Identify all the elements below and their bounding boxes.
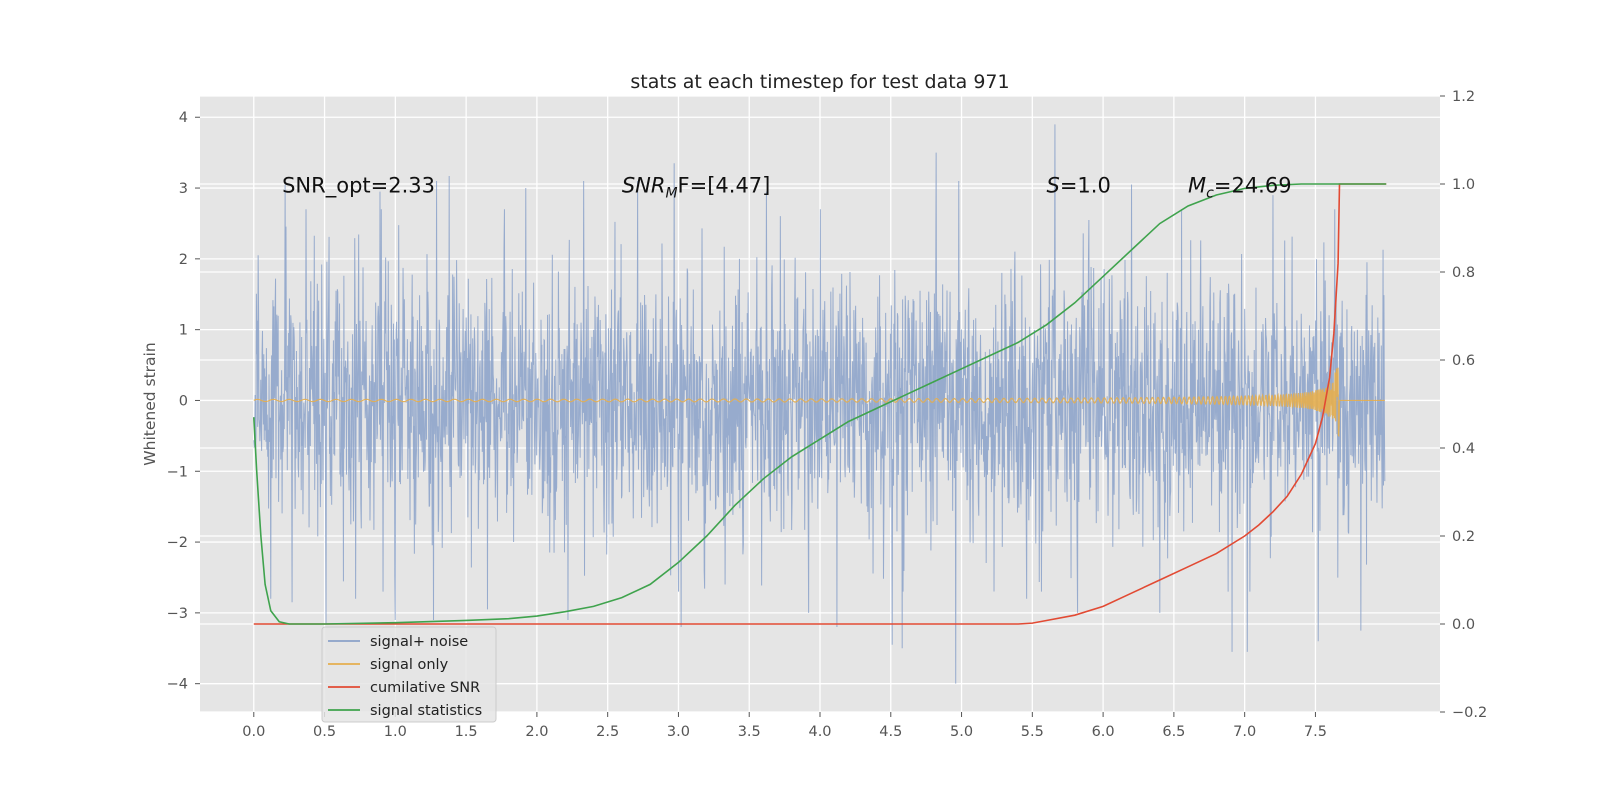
y2-tick-label: 1.2 (1452, 89, 1475, 105)
x-tick-label: 4.5 (879, 724, 902, 740)
x-tick-label: 6.5 (1162, 724, 1185, 740)
legend-label: signal+ noise (370, 634, 468, 650)
x-tick-label: 2.0 (525, 724, 548, 740)
chart-annotation: SNR_opt=2.33 (282, 174, 435, 199)
y-tick-label: −4 (167, 677, 188, 693)
chart-title: stats at each timestep for test data 971 (630, 71, 1009, 93)
legend-frame (321, 626, 497, 723)
y2-tick-label: 0.8 (1452, 265, 1475, 281)
y2-tick-label: 0.0 (1452, 617, 1475, 633)
series-line-signal-plus-noise (253, 124, 1386, 684)
x-tick-label: 2.5 (596, 724, 619, 740)
y2-axis-ticks: 1.2 1.0 0.8 0.6 0.4 0.2 0.0 −0.2 (1440, 89, 1487, 721)
chart-annotation: Mc=24.69 (1188, 174, 1292, 202)
y-tick-label: 0 (179, 393, 188, 409)
x-tick-label: 1.0 (384, 724, 407, 740)
series-line-signal-only (253, 367, 1385, 438)
x-tick-label: 7.5 (1304, 724, 1327, 740)
series-line-cumilative-snr (253, 183, 1387, 625)
x-tick-label: 6.0 (1092, 724, 1115, 740)
y2-tick-label: 1.0 (1452, 177, 1475, 193)
y-tick-label: −2 (167, 535, 188, 551)
x-tick-label: 5.5 (1021, 724, 1044, 740)
chart-annotation: SNRMF=[4.47] (622, 174, 771, 202)
x-tick-label: 3.0 (667, 724, 690, 740)
series-line-signal-statistics (252, 183, 1387, 625)
y2-tick-label: 0.4 (1452, 441, 1475, 457)
chart-annotation: S=1.0 (1046, 174, 1110, 198)
y-tick-label: −1 (167, 464, 188, 480)
x-tick-label: 4.0 (808, 724, 831, 740)
legend-label: cumilative SNR (370, 680, 480, 696)
x-tick-label: 0.0 (242, 724, 265, 740)
x-tick-label: 3.5 (738, 724, 761, 740)
y-tick-label: −3 (167, 606, 188, 622)
x-tick-label: 0.5 (313, 724, 336, 740)
legend-label: signal statistics (370, 703, 482, 719)
y2-tick-label: 0.2 (1452, 529, 1475, 545)
legend[interactable]: signal+ noise signal only cumilative SNR si… (321, 626, 497, 723)
x-tick-label: 5.0 (950, 724, 973, 740)
y-axis-label: Whitened strain (141, 342, 159, 465)
x-axis-ticks: 0.0 0.5 1.0 1.5 2.0 2.5 3.0 3.5 4.0 4.5 5.0 5.5 6.0 6… (242, 712, 1327, 740)
x-tick-label: 1.5 (455, 724, 478, 740)
x-tick-label: 7.0 (1233, 724, 1256, 740)
legend-label: signal only (370, 657, 449, 673)
y-tick-label: 1 (179, 323, 188, 339)
y-tick-label: 2 (179, 252, 188, 268)
y-axis-ticks: 4 3 2 1 0 −1 −2 −3 −4 (167, 110, 200, 693)
y2-tick-label: −0.2 (1452, 705, 1487, 721)
y2-tick-label: 0.6 (1452, 353, 1475, 369)
series-layer (252, 124, 1387, 684)
y-tick-label: 3 (179, 181, 188, 197)
y-tick-label: 4 (179, 110, 188, 126)
annotations: SNR_opt=2.33 SNRMF=[4.47] S=1.0 Mc=24.69 (282, 174, 1291, 202)
